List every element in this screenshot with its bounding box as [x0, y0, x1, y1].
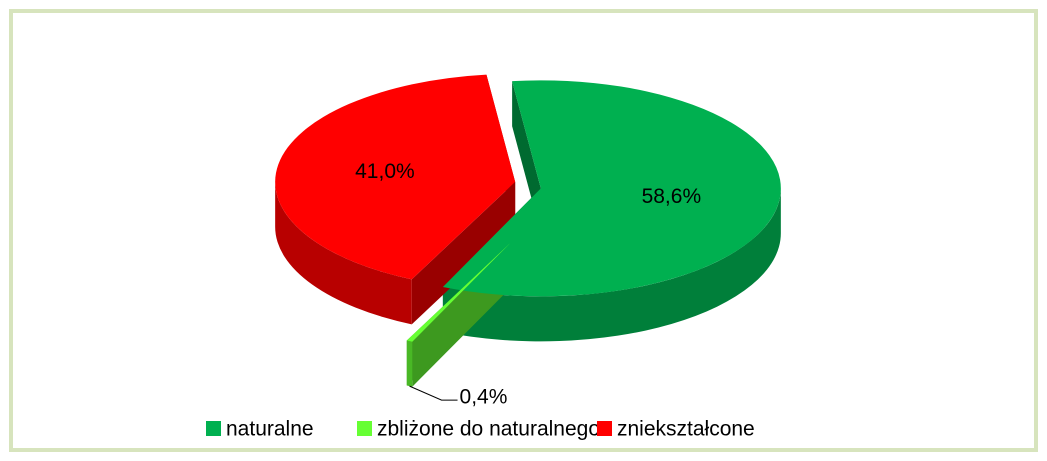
legend-label: zniekształcone: [617, 418, 755, 441]
legend-swatch: [597, 421, 612, 436]
slice: [406, 243, 511, 342]
slice: [442, 80, 781, 297]
slice-cut-face: [411, 181, 516, 325]
data-label: 58,6%: [642, 185, 702, 208]
leader-line: [409, 385, 458, 401]
legend-swatch: [206, 421, 221, 436]
data-label: 41,0%: [355, 160, 415, 183]
slice-cut-face: [512, 81, 541, 234]
slice: [275, 74, 516, 280]
legend-label: naturalne: [226, 418, 314, 441]
data-label: 0,4%: [460, 386, 508, 409]
slice-rim: [442, 188, 781, 342]
legend-swatch: [357, 421, 372, 436]
slice-rim: [275, 181, 412, 325]
legend-label: zbliżone do naturalnego: [377, 418, 600, 441]
slice-rim: [406, 340, 413, 387]
